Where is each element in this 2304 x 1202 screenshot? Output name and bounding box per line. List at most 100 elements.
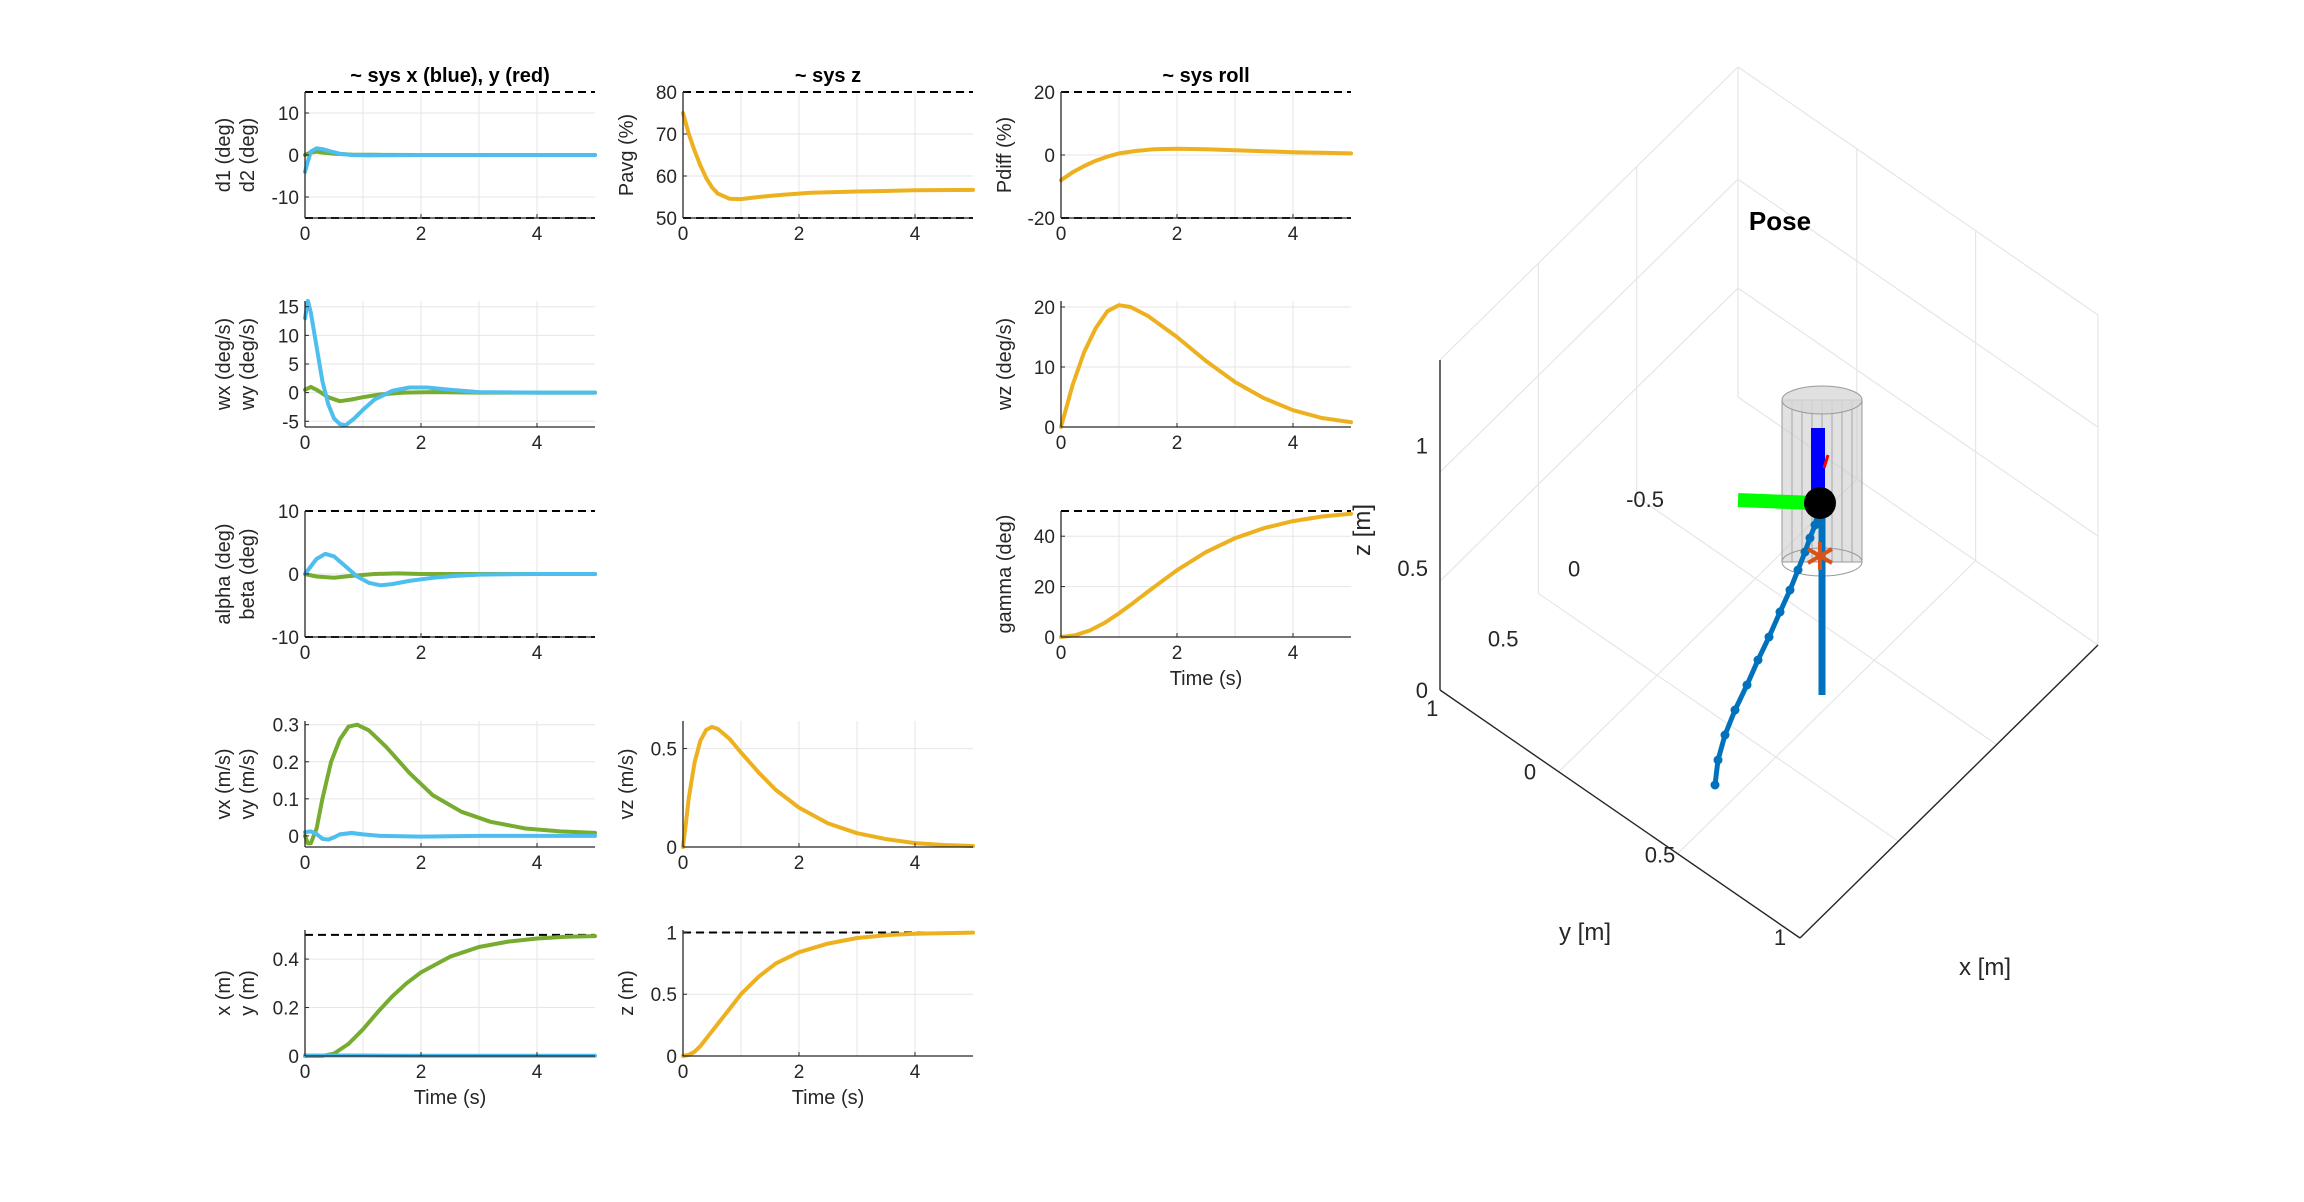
series-point	[448, 387, 452, 392]
series-point	[1204, 359, 1208, 363]
series-point	[710, 725, 714, 729]
trajectory-line	[1712, 499, 1825, 786]
y-tick-label-3d: -0.5	[1626, 487, 1664, 512]
x-tick-label: 4	[532, 224, 543, 245]
y-axis-label: d1 (deg)	[213, 118, 235, 193]
series-point	[314, 345, 319, 349]
y-tick-label: 0.2	[273, 999, 299, 1020]
y-tick-label: 20	[1034, 578, 1055, 599]
series-point	[430, 390, 435, 394]
series-point	[1349, 151, 1353, 156]
series-point	[407, 771, 412, 775]
series-point	[314, 832, 319, 836]
series-point	[430, 575, 435, 580]
series-point	[1094, 158, 1098, 163]
series-point	[361, 395, 365, 400]
y-axis-label: gamma (deg)	[994, 515, 1016, 634]
series-line-0	[1059, 511, 1353, 639]
series-point	[1175, 568, 1179, 573]
series-point	[1262, 396, 1266, 401]
series-point	[692, 149, 697, 153]
x-tick-label: 2	[1172, 643, 1183, 664]
x-tick-label: 4	[532, 1062, 543, 1083]
y-tick-label: 0.3	[273, 716, 299, 737]
y-tick-label: -10	[272, 628, 299, 649]
series-point	[1291, 519, 1295, 523]
series-point	[338, 151, 342, 156]
y-axis-label: y (m)	[237, 970, 259, 1016]
series-point	[971, 188, 975, 192]
series-line-0	[681, 111, 975, 202]
y-axis-label: wx (deg/s)	[213, 318, 235, 411]
setpoint-marker	[1806, 547, 1834, 565]
x-tick-label: 0	[300, 643, 311, 664]
series-point	[727, 1007, 732, 1011]
trajectory-point	[1805, 533, 1815, 543]
series-point	[320, 837, 325, 841]
wall-grid-line	[1737, 287, 2099, 537]
trajectory-point	[1710, 780, 1720, 790]
x-tick-label: 0	[300, 853, 311, 874]
series-point	[355, 574, 360, 579]
y-tick-label: 0	[1044, 146, 1055, 167]
series-point	[425, 385, 429, 390]
y-tick-label: 0.4	[273, 950, 300, 971]
series-point	[338, 832, 342, 837]
x-tick-label: 4	[532, 433, 543, 454]
trajectory-point	[1720, 730, 1730, 740]
series-point	[535, 572, 539, 576]
series-point	[855, 936, 859, 940]
series-point	[332, 835, 336, 840]
x-tick-label: 4	[910, 1062, 921, 1083]
y-tick-label: 0.1	[273, 790, 299, 811]
y-axis-label: vz (m/s)	[616, 748, 638, 819]
y-tick-label: 0.5	[651, 740, 677, 761]
y-axis-label: Pavg (%)	[616, 114, 638, 196]
series-point	[367, 581, 371, 585]
series-point	[1160, 579, 1165, 583]
series-point	[448, 954, 452, 959]
series-point	[727, 196, 732, 201]
x-tick-label-3d: 0	[1524, 760, 1536, 785]
series-point	[1204, 147, 1208, 152]
floor-grid-line	[1677, 560, 1977, 855]
wall-grid-line	[1737, 178, 2099, 428]
y-tick-label: 0.5	[651, 985, 677, 1006]
series-point	[692, 1049, 697, 1054]
series-point	[1134, 149, 1139, 153]
series-point	[320, 797, 325, 801]
series-point	[535, 153, 539, 157]
x-axis-label: Time (s)	[414, 1087, 487, 1109]
y-tick-label-3d: 0.5	[1488, 626, 1519, 651]
x-tick-label: 2	[416, 224, 427, 245]
y-tick-label: 0	[288, 565, 299, 586]
y-axis-label: d2 (deg)	[237, 118, 259, 193]
series-point	[390, 994, 394, 999]
trajectory-point	[1775, 607, 1785, 617]
series-line-0	[681, 930, 975, 1058]
series-point	[779, 193, 784, 197]
series-point	[320, 379, 325, 383]
series-point	[797, 950, 801, 955]
series-point	[367, 728, 371, 733]
x-tick-label: 0	[300, 1062, 311, 1083]
x-tick-label: 2	[1172, 224, 1183, 245]
series-point	[1105, 309, 1110, 314]
series-point	[826, 821, 830, 826]
y-axis-3d	[1799, 644, 2099, 939]
x-tick-label: 4	[532, 853, 543, 874]
series-point	[1262, 149, 1266, 154]
series-point	[1117, 303, 1121, 308]
pose-title: Pose	[1749, 206, 1811, 236]
series-point	[1233, 148, 1237, 153]
y-axis-label: wy (deg/s)	[237, 318, 259, 411]
y-axis-label: vx (m/s)	[213, 748, 235, 819]
x-tick-label: 2	[1172, 433, 1183, 454]
series-point	[477, 390, 481, 394]
plot-v: 0 2 4 0 0.1 0.2 0.3 vx (m/s) vy (m/s)	[213, 716, 597, 874]
series-point	[704, 728, 708, 732]
y-tick-label: 1	[666, 923, 677, 944]
